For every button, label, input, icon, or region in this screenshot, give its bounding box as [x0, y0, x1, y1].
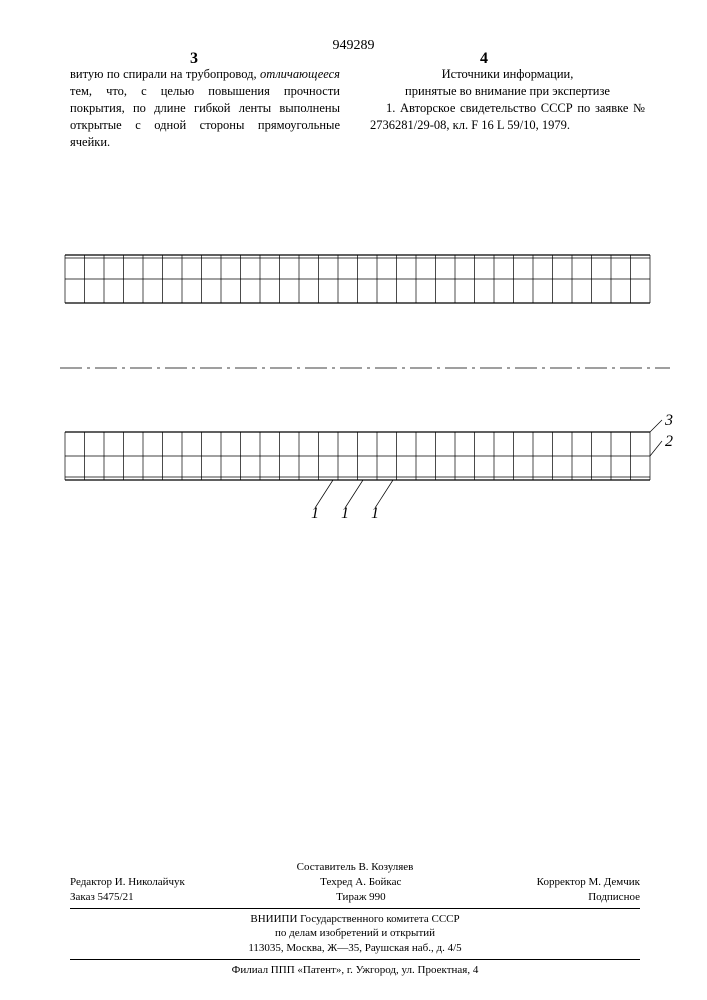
footer-org-1: ВНИИПИ Государственного комитета СССР [70, 912, 640, 927]
svg-text:1: 1 [371, 505, 379, 522]
footer-redaktor: Редактор И. Николайчук [70, 875, 185, 890]
footer-org-2: по делам изобретений и открытий [70, 926, 640, 941]
footer-addr-1: 113035, Москва, Ж—35, Раушская наб., д. … [70, 941, 640, 956]
footer-podpisnoe: Подписное [588, 890, 640, 905]
left-column-text: витую по спирали на трубопровод, отличаю… [70, 66, 340, 150]
footer-zakaz: Заказ 5475/21 [70, 890, 134, 905]
footer-sostavitel: Составитель В. Козуляев [70, 860, 640, 875]
refs-heading-2: принятые во внимание при экспертизе [370, 83, 645, 100]
footer-rule-2 [70, 959, 640, 960]
footer-rule-1 [70, 908, 640, 909]
right-column-text: Источники информации, принятые во вниман… [370, 66, 645, 134]
svg-text:2: 2 [665, 433, 673, 450]
footer-tehred: Техред А. Бойкас [320, 875, 401, 890]
footer-tirazh: Тираж 990 [336, 890, 386, 905]
reference-1: 1. Авторское свидетельство СССР по заявк… [370, 100, 645, 134]
footer-addr-2: Филиал ППП «Патент», г. Ужгород, ул. Про… [70, 963, 640, 978]
italic-text: отличающееся [260, 67, 340, 81]
refs-heading-1: Источники информации, [370, 66, 645, 83]
figure-drawing: 32111 [65, 230, 650, 505]
footer-korrektor: Корректор М. Демчик [537, 875, 640, 890]
patent-number: 949289 [0, 38, 707, 54]
svg-text:1: 1 [311, 505, 319, 522]
text-fragment: тем, что, с целью повышения прочности по… [70, 84, 340, 149]
footer-block: Составитель В. Козуляев Редактор И. Нико… [70, 860, 640, 978]
svg-text:3: 3 [664, 412, 673, 429]
svg-text:1: 1 [341, 505, 349, 522]
text-fragment: витую по спирали на трубопровод, [70, 67, 260, 81]
